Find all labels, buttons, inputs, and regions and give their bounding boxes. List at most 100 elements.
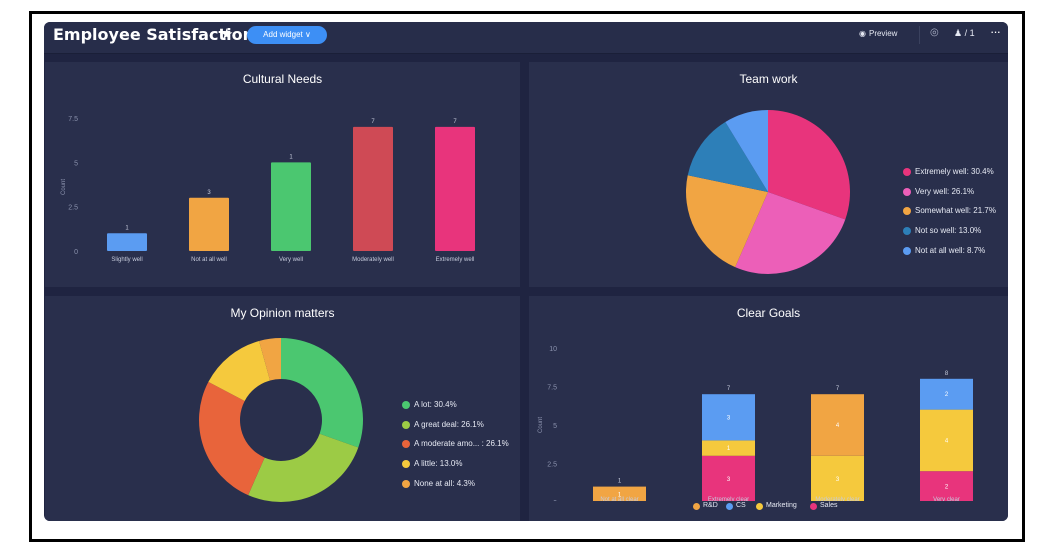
x-tick-label: Not at all well <box>191 257 227 263</box>
x-tick-label: Extremely well <box>436 257 475 263</box>
legend-label: A moderate amo... : 26.1% <box>414 439 509 449</box>
widget-title: Clear Goals <box>736 306 801 320</box>
x-tick-label: Slightly well <box>111 257 142 263</box>
donut-slice <box>281 338 363 448</box>
legend-swatch <box>402 460 410 469</box>
legend-swatch <box>810 503 817 510</box>
donut-slice <box>259 338 281 381</box>
eye-icon: ◉ <box>859 29 866 38</box>
legend-swatch <box>756 503 763 510</box>
pie-slice <box>735 192 846 274</box>
bar-segment <box>920 471 973 501</box>
widget-team-work[interactable]: Team work Extremely well: 30.4% Very well… <box>529 62 1008 287</box>
y-tick-label: 2.5 <box>68 205 78 212</box>
legend-swatch <box>903 187 911 196</box>
legend-label: A little: 13.0% <box>414 459 463 469</box>
top-bar: Employee Satisfaction ★ Add widget ∨ ◉ Pr… <box>44 22 1008 54</box>
more-icon[interactable]: ··· <box>990 24 1001 39</box>
bar-total-label: 7 <box>836 386 840 392</box>
legend-label: A great deal: 26.1% <box>414 419 484 429</box>
x-tick-label: Very well <box>279 257 303 263</box>
y-tick-label: 10 <box>549 346 557 353</box>
legend-swatch <box>903 207 911 216</box>
pie-chart-team-work <box>686 110 850 274</box>
bar <box>353 126 393 251</box>
donut-chart-my-opinion-matters <box>198 338 363 502</box>
x-tick-label: Moderately clear <box>815 497 859 501</box>
donut-slice <box>198 381 265 496</box>
board-title: Employee Satisfaction <box>53 25 254 44</box>
segment-value-label: 3 <box>727 415 731 421</box>
pie-slice <box>725 110 768 192</box>
legend-swatch <box>402 401 410 409</box>
legend-label: A lot: 30.4% <box>414 400 457 409</box>
bar <box>435 126 475 251</box>
y-axis-label: Count <box>61 179 67 195</box>
y-axis-label: Count <box>538 417 544 433</box>
y-tick-label: 7.5 <box>68 116 78 123</box>
dashboard: Employee Satisfaction ★ Add widget ∨ ◉ Pr… <box>44 22 1008 521</box>
segment-value-label: 3 <box>836 477 840 483</box>
x-tick-label: Very clear <box>933 497 960 501</box>
y-tick-label: 7.5 <box>547 385 557 392</box>
bar-value-label: 7 <box>453 119 457 125</box>
legend-label: R&D <box>703 502 718 509</box>
bar-value-label: 3 <box>207 190 211 196</box>
segment-value-label: 2 <box>945 392 949 398</box>
donut-slice <box>208 340 271 401</box>
bar-total-label: 8 <box>945 371 949 377</box>
segment-value-label: 1 <box>727 446 731 452</box>
bar-segment <box>920 409 973 472</box>
members-button[interactable]: ♟ / 1 <box>954 28 975 39</box>
widget-my-opinion-matters[interactable]: My Opinion matters A lot: 30.4% A great d… <box>45 296 520 521</box>
bar <box>271 162 311 251</box>
widget-title: Team work <box>739 72 798 86</box>
legend-label: Somewhat well: 21.7% <box>915 206 996 216</box>
legend-label: CS <box>736 502 746 509</box>
segment-value-label: 1 <box>618 492 622 498</box>
x-tick-label: Extremely clear <box>708 497 749 501</box>
bar-value-label: 1 <box>125 225 129 231</box>
settings-icon[interactable]: ◎ <box>930 27 939 38</box>
legend-label: Sales <box>820 502 838 509</box>
bar-segment <box>593 486 646 501</box>
legend-label: None at all: 4.3% <box>414 478 475 488</box>
legend-label: Extremely well: 30.4% <box>915 167 994 176</box>
y-tick-label: 5 <box>553 423 557 430</box>
widget-title: Cultural Needs <box>242 72 323 86</box>
bar-segment <box>811 455 864 501</box>
segment-value-label: 2 <box>945 485 949 491</box>
legend-swatch <box>726 503 733 510</box>
legend-label: Marketing <box>766 502 797 509</box>
pie-slice <box>686 175 768 268</box>
chart-legend: R&D CS Marketing Sales <box>529 502 1008 514</box>
segment-value-label: 4 <box>836 423 840 429</box>
y-tick-label: 0 <box>74 249 78 256</box>
legend-label: Not at all well: 8.7% <box>915 245 986 255</box>
add-widget-button[interactable]: Add widget ∨ <box>247 26 327 44</box>
x-tick-label: Not at all clear <box>600 497 638 501</box>
preview-label: Preview <box>868 29 898 38</box>
bar-total-label: 7 <box>727 386 731 392</box>
y-tick-label: 0 <box>553 500 557 501</box>
preview-button[interactable]: ◉ Preview <box>859 29 897 38</box>
bar-value-label: 7 <box>371 119 375 125</box>
y-tick-label: 5 <box>74 160 78 167</box>
bar-segment <box>702 440 755 456</box>
widget-title: My Opinion matters <box>230 306 335 320</box>
bar-segment <box>920 378 973 410</box>
y-tick-label: 2.5 <box>547 462 557 469</box>
legend-swatch <box>903 227 911 236</box>
widget-cultural-needs[interactable]: Cultural Needs 0 2.5 5 7.5 Count 1 Slightly we… <box>45 62 520 287</box>
bar <box>107 233 147 251</box>
bar <box>189 197 229 251</box>
star-icon[interactable]: ★ <box>220 26 234 43</box>
legend-swatch <box>903 246 911 255</box>
pie-slice <box>768 110 850 220</box>
bar-segment <box>702 455 755 501</box>
bar-value-label: 1 <box>289 154 293 160</box>
legend-swatch <box>903 168 911 176</box>
people-icon: ♟ <box>954 28 963 38</box>
